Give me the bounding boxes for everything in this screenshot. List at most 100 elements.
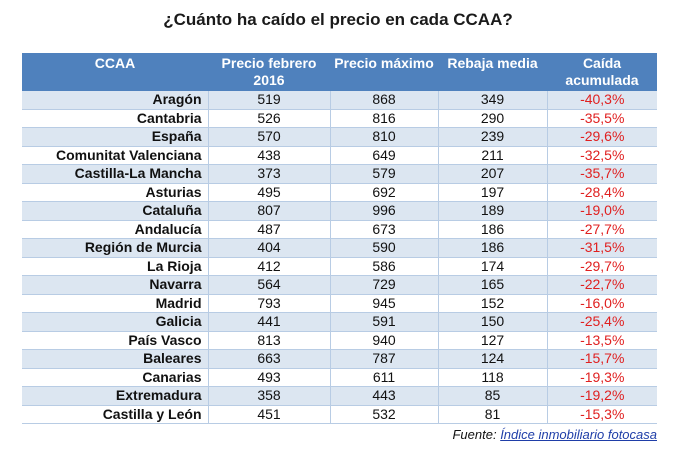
cell-ccaa: País Vasco — [22, 331, 208, 350]
cell-caida-acumulada: -32,5% — [546, 146, 657, 165]
cell-precio-febrero: 519 — [207, 91, 330, 110]
table-header-row: CCAA Precio febrero 2016 Precio máximo R… — [22, 53, 657, 91]
cell-ccaa: Cataluña — [22, 201, 208, 221]
cell-precio-maximo: 586 — [329, 257, 438, 276]
cell-caida-acumulada: -22,7% — [546, 275, 657, 295]
table-row: Madrid 793 945 152 -16,0% — [22, 294, 657, 313]
table-row: Baleares 663 787 124 -15,7% — [22, 349, 657, 369]
header-caida-acumulada: Caída acumulada — [547, 53, 657, 91]
cell-rebaja-media: 189 — [437, 201, 547, 221]
cell-precio-maximo: 940 — [329, 331, 438, 350]
cell-precio-febrero: 441 — [207, 312, 330, 332]
cell-precio-maximo: 579 — [329, 164, 438, 184]
table-row: Cataluña 807 996 189 -19,0% — [22, 201, 657, 221]
price-drop-table: CCAA Precio febrero 2016 Precio máximo R… — [22, 53, 657, 424]
cell-ccaa: Madrid — [22, 294, 208, 313]
cell-rebaja-media: 186 — [437, 238, 547, 258]
cell-rebaja-media: 186 — [437, 220, 547, 239]
cell-precio-maximo: 532 — [329, 405, 438, 424]
header-ccaa: CCAA — [22, 53, 208, 91]
cell-rebaja-media: 239 — [437, 127, 547, 147]
cell-precio-maximo: 649 — [329, 146, 438, 165]
cell-precio-maximo: 810 — [329, 127, 438, 147]
cell-rebaja-media: 349 — [437, 91, 547, 110]
table-row: Cantabria 526 816 290 -35,5% — [22, 109, 657, 128]
cell-caida-acumulada: -16,0% — [546, 294, 657, 313]
cell-precio-maximo: 816 — [329, 109, 438, 128]
cell-precio-maximo: 787 — [329, 349, 438, 369]
cell-caida-acumulada: -19,3% — [546, 368, 657, 387]
cell-rebaja-media: 118 — [437, 368, 547, 387]
source-note: Fuente: Índice inmobiliario fotocasa — [22, 427, 657, 443]
cell-precio-febrero: 451 — [207, 405, 330, 424]
source-label: Fuente: — [452, 427, 497, 442]
cell-ccaa: España — [22, 127, 208, 147]
header-rebaja-media: Rebaja media — [438, 53, 547, 91]
cell-precio-febrero: 564 — [207, 275, 330, 295]
cell-ccaa: Aragón — [22, 91, 208, 110]
cell-precio-maximo: 945 — [329, 294, 438, 313]
cell-precio-maximo: 868 — [329, 91, 438, 110]
table-row: Extremadura 358 443 85 -19,2% — [22, 386, 657, 406]
table-row: Región de Murcia 404 590 186 -31,5% — [22, 238, 657, 258]
cell-caida-acumulada: -29,7% — [546, 257, 657, 276]
cell-rebaja-media: 150 — [437, 312, 547, 332]
cell-ccaa: Asturias — [22, 183, 208, 202]
cell-caida-acumulada: -29,6% — [546, 127, 657, 147]
cell-rebaja-media: 152 — [437, 294, 547, 313]
table-row: Aragón 519 868 349 -40,3% — [22, 91, 657, 110]
cell-precio-febrero: 526 — [207, 109, 330, 128]
table-row: La Rioja 412 586 174 -29,7% — [22, 257, 657, 276]
cell-ccaa: Región de Murcia — [22, 238, 208, 258]
cell-precio-maximo: 673 — [329, 220, 438, 239]
cell-caida-acumulada: -13,5% — [546, 331, 657, 350]
cell-caida-acumulada: -28,4% — [546, 183, 657, 202]
cell-precio-maximo: 692 — [329, 183, 438, 202]
cell-ccaa: Galicia — [22, 312, 208, 332]
cell-caida-acumulada: -27,7% — [546, 220, 657, 239]
table-row: España 570 810 239 -29,6% — [22, 127, 657, 147]
cell-rebaja-media: 174 — [437, 257, 547, 276]
cell-caida-acumulada: -40,3% — [546, 91, 657, 110]
cell-precio-maximo: 443 — [329, 386, 438, 406]
cell-rebaja-media: 207 — [437, 164, 547, 184]
source-link[interactable]: Índice inmobiliario fotocasa — [500, 427, 657, 442]
table-row: País Vasco 813 940 127 -13,5% — [22, 331, 657, 350]
cell-rebaja-media: 197 — [437, 183, 547, 202]
header-precio-maximo: Precio máximo — [330, 53, 438, 91]
cell-ccaa: Castilla y León — [22, 405, 208, 424]
cell-ccaa: Comunitat Valenciana — [22, 146, 208, 165]
table-row: Andalucía 487 673 186 -27,7% — [22, 220, 657, 239]
cell-precio-maximo: 729 — [329, 275, 438, 295]
cell-precio-maximo: 611 — [329, 368, 438, 387]
cell-caida-acumulada: -35,5% — [546, 109, 657, 128]
cell-precio-febrero: 358 — [207, 386, 330, 406]
table-row: Comunitat Valenciana 438 649 211 -32,5% — [22, 146, 657, 165]
page-title: ¿Cuánto ha caído el precio en cada CCAA? — [163, 10, 513, 29]
header-precio-febrero: Precio febrero 2016 — [208, 53, 330, 91]
cell-ccaa: Canarias — [22, 368, 208, 387]
cell-caida-acumulada: -25,4% — [546, 312, 657, 332]
cell-precio-febrero: 373 — [207, 164, 330, 184]
cell-precio-febrero: 570 — [207, 127, 330, 147]
table-row: Castilla y León 451 532 81 -15,3% — [22, 405, 657, 424]
cell-ccaa: Baleares — [22, 349, 208, 369]
cell-rebaja-media: 165 — [437, 275, 547, 295]
table-row: Canarias 493 611 118 -19,3% — [22, 368, 657, 387]
cell-precio-febrero: 807 — [207, 201, 330, 221]
cell-precio-febrero: 487 — [207, 220, 330, 239]
table-row: Navarra 564 729 165 -22,7% — [22, 275, 657, 295]
cell-precio-maximo: 590 — [329, 238, 438, 258]
cell-ccaa: Extremadura — [22, 386, 208, 406]
cell-rebaja-media: 81 — [437, 405, 547, 424]
cell-rebaja-media: 211 — [437, 146, 547, 165]
cell-precio-febrero: 793 — [207, 294, 330, 313]
cell-caida-acumulada: -31,5% — [546, 238, 657, 258]
page: ¿Cuánto ha caído el precio en cada CCAA?… — [22, 10, 657, 443]
cell-precio-febrero: 404 — [207, 238, 330, 258]
cell-caida-acumulada: -15,3% — [546, 405, 657, 424]
cell-ccaa: Andalucía — [22, 220, 208, 239]
cell-caida-acumulada: -35,7% — [546, 164, 657, 184]
table-row: Galicia 441 591 150 -25,4% — [22, 312, 657, 332]
cell-caida-acumulada: -15,7% — [546, 349, 657, 369]
